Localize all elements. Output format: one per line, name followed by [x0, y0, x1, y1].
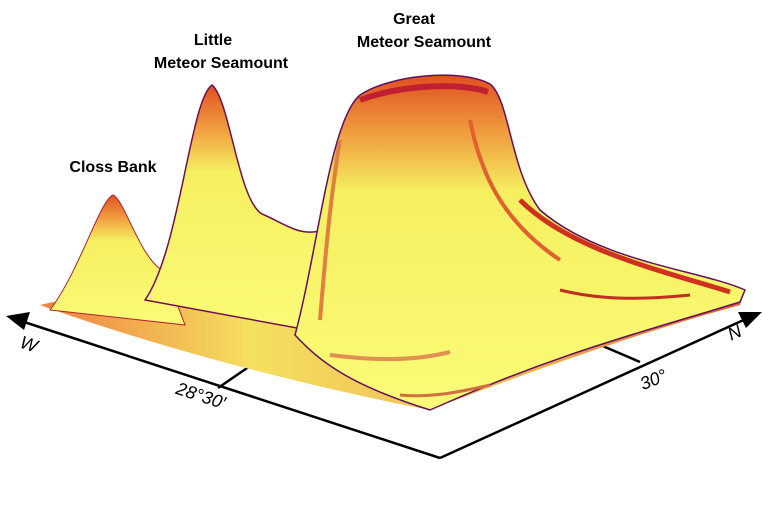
- great-meteor-label-1: Great: [393, 11, 435, 28]
- longitude-tick-label: 28°30′: [173, 378, 229, 413]
- great-meteor-label-2: Meteor Seamount: [357, 34, 492, 51]
- closs-bank-label: Closs Bank: [69, 159, 156, 176]
- axes: [17, 316, 749, 460]
- little-meteor-label-1: Little: [194, 32, 232, 49]
- west-arrow: [6, 312, 30, 330]
- little-meteor-label-2: Meteor Seamount: [154, 55, 289, 72]
- terrain: [40, 74, 746, 411]
- latitude-tick-label: 30°: [637, 365, 670, 394]
- west-label: W: [18, 332, 42, 357]
- north-arrow: [738, 312, 762, 328]
- north-label: N: [725, 320, 746, 344]
